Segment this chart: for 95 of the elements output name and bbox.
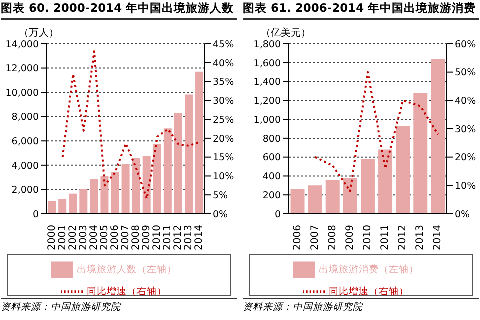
y2-tick-label: 60% bbox=[455, 39, 476, 50]
chart-title: 图表 61. 2006-2014 年中国出境旅游消费 bbox=[243, 1, 479, 20]
y-axis-title: （万人） bbox=[19, 27, 60, 39]
y-tick-label: 12,000 bbox=[6, 64, 39, 75]
text: 资料来源：中国旅游研究院 bbox=[243, 298, 479, 314]
x-tick-label: 2006 bbox=[292, 225, 304, 250]
bar bbox=[343, 178, 358, 214]
y2-tick-label: 45% bbox=[213, 39, 234, 50]
x-tick-label: 2001 bbox=[57, 225, 68, 250]
legend-label: 同比增速（右轴） bbox=[329, 286, 409, 298]
x-tick-label: 2004 bbox=[88, 225, 100, 250]
x-tick-label: 2010 bbox=[362, 225, 374, 250]
y2-tick-label: 0% bbox=[213, 209, 228, 220]
y-tick-label: 10,000 bbox=[6, 88, 39, 99]
bar bbox=[360, 159, 375, 214]
x-tick-label: 2014 bbox=[432, 225, 444, 250]
y-tick-label: 1,000 bbox=[254, 114, 281, 126]
text: 资料来源：中国旅游研究院 bbox=[1, 298, 237, 314]
y-axis-title: （亿美元） bbox=[261, 26, 312, 39]
x-tick-label: 2009 bbox=[142, 225, 153, 250]
y-tick-label: 14,000 bbox=[6, 39, 39, 50]
y-tick-label: 8,000 bbox=[12, 112, 39, 124]
x-tick-label: 2007 bbox=[120, 225, 132, 250]
y-tick-label: 800 bbox=[262, 134, 281, 145]
x-tick-label: 2009 bbox=[344, 225, 356, 250]
y-tick-label: 6,000 bbox=[12, 136, 39, 148]
y2-tick-label: 20% bbox=[213, 134, 234, 145]
y-tick-label: 1,400 bbox=[254, 77, 281, 88]
bar bbox=[326, 180, 340, 214]
bar bbox=[378, 150, 393, 214]
y-tick-label: 400 bbox=[262, 172, 281, 183]
y2-tick-label: 20% bbox=[455, 152, 476, 164]
y-tick-label: 2,000 bbox=[12, 185, 39, 196]
x-tick-label: 2002 bbox=[68, 225, 79, 250]
bar bbox=[164, 128, 172, 214]
line-series bbox=[62, 50, 201, 200]
bar bbox=[196, 72, 204, 214]
x-tick-label: 2010 bbox=[152, 225, 164, 250]
x-tick-label: 2011 bbox=[380, 225, 392, 250]
bar bbox=[90, 179, 98, 214]
x-tick-label: 2013 bbox=[184, 225, 195, 250]
y2-tick-label: 40% bbox=[213, 58, 234, 70]
bar bbox=[142, 156, 151, 214]
y-tick-label: 1,200 bbox=[254, 96, 281, 108]
legend-label: 出境旅游消费（左轴） bbox=[319, 264, 419, 276]
chart-title: 图表 60. 2000-2014 年中国出境旅游人数 bbox=[1, 1, 237, 20]
y-tick-label: 200 bbox=[262, 190, 281, 202]
x-tick-label: 2006 bbox=[110, 225, 121, 250]
x-tick-label: 2008 bbox=[327, 225, 338, 250]
bar bbox=[111, 172, 120, 214]
x-tick-label: 2011 bbox=[162, 225, 174, 250]
line-series bbox=[314, 71, 440, 192]
y-tick-label: 0 bbox=[32, 209, 39, 220]
x-tick-label: 2003 bbox=[78, 225, 90, 250]
bar bbox=[132, 158, 140, 214]
bar bbox=[100, 176, 109, 214]
bar bbox=[80, 189, 88, 214]
x-tick-label: 2008 bbox=[131, 225, 142, 250]
bar bbox=[308, 186, 322, 214]
x-tick-label: 2012 bbox=[173, 225, 184, 250]
x-tick-label: 2014 bbox=[194, 225, 206, 250]
y-tick-label: 4,000 bbox=[12, 160, 39, 172]
bar bbox=[431, 59, 446, 214]
y2-tick-label: 30% bbox=[455, 124, 476, 136]
bar bbox=[174, 112, 182, 214]
legend-label: 同比增速（右轴） bbox=[87, 286, 167, 298]
y-tick-label: 1,600 bbox=[254, 58, 281, 70]
x-tick-label: 2000 bbox=[46, 225, 58, 250]
y-tick-label: 1,800 bbox=[254, 39, 281, 50]
y2-tick-label: 15% bbox=[213, 152, 234, 164]
bar bbox=[290, 189, 305, 214]
y-tick-label: 0 bbox=[274, 209, 281, 220]
bar bbox=[396, 126, 410, 214]
y2-tick-label: 5% bbox=[213, 190, 228, 202]
x-tick-label: 2005 bbox=[99, 225, 110, 250]
bar bbox=[122, 164, 130, 214]
y2-tick-label: 30% bbox=[213, 96, 234, 108]
y2-tick-label: 50% bbox=[455, 68, 476, 79]
bar bbox=[48, 201, 56, 214]
y2-tick-label: 25% bbox=[213, 114, 234, 126]
y2-tick-label: 0% bbox=[455, 209, 470, 220]
bar bbox=[153, 144, 162, 214]
x-tick-label: 2013 bbox=[415, 225, 426, 250]
bar bbox=[69, 194, 78, 214]
y2-tick-label: 10% bbox=[213, 172, 234, 183]
legend-label: 出境旅游人数（左轴） bbox=[77, 264, 177, 276]
y2-tick-label: 10% bbox=[455, 181, 476, 192]
y2-tick-label: 35% bbox=[213, 77, 234, 88]
x-tick-label: 2007 bbox=[310, 225, 321, 250]
x-tick-label: 2012 bbox=[398, 225, 409, 250]
y2-tick-label: 40% bbox=[455, 96, 476, 108]
y-tick-label: 600 bbox=[262, 152, 281, 164]
bar bbox=[58, 199, 67, 214]
bar bbox=[184, 94, 193, 214]
bar bbox=[414, 93, 428, 214]
